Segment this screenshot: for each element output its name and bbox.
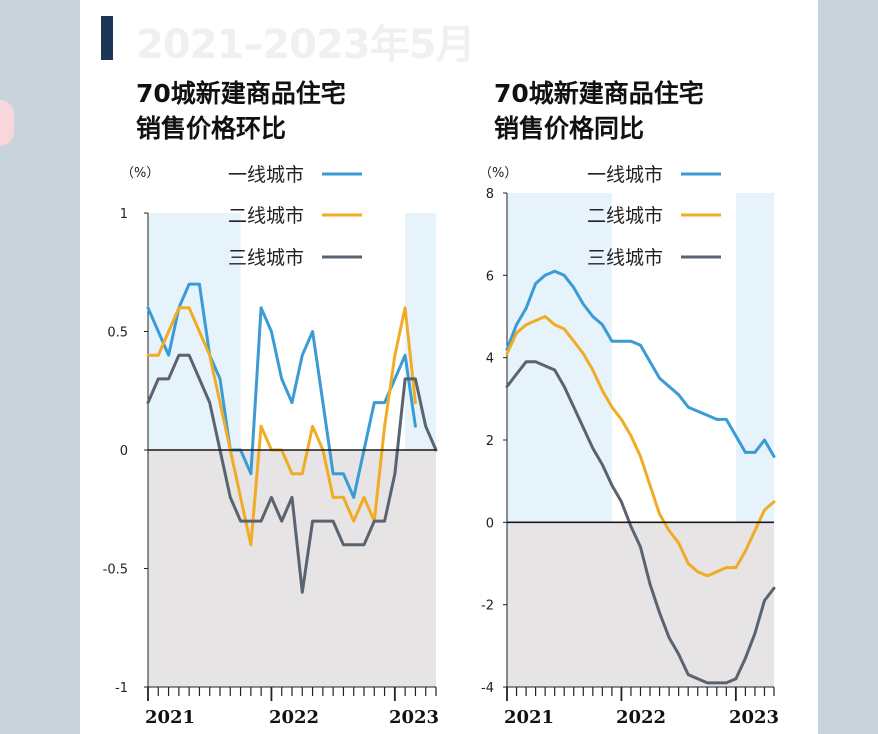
positive-shade-2 (405, 213, 436, 450)
y-tick-label: 4 (486, 352, 494, 367)
y-tick-label: 2 (486, 434, 494, 449)
x-tick-label: 2021 (504, 707, 554, 728)
legend-label: 二线城市 (587, 205, 663, 227)
left-chart-title-line-1: 70城新建商品住宅 (136, 79, 346, 108)
x-tick-label: 2022 (616, 707, 666, 728)
y-tick-label: -2 (481, 599, 494, 614)
y-tick-label: 6 (486, 269, 494, 284)
series-line-1 (505, 269, 776, 458)
header-date-range: 2021–2023年5月 (136, 22, 475, 68)
series-line-3 (505, 360, 776, 685)
x-tick-label: 2023 (389, 707, 439, 728)
series-line-2 (505, 315, 776, 578)
legend-label: 一线城市 (587, 164, 663, 186)
y-tick-label: 0 (120, 444, 128, 459)
legend-label: 一线城市 (228, 164, 304, 186)
right-chart-title: 70城新建商品住宅 销售价格同比 (494, 76, 704, 146)
left-chart-title: 70城新建商品住宅 销售价格环比 (136, 76, 346, 146)
y-tick-label: 0 (486, 516, 494, 531)
y-unit-label: （%） (121, 166, 159, 181)
y-tick-label: -0.5 (103, 563, 128, 578)
legend-label: 三线城市 (587, 247, 663, 269)
positive-shade-1 (148, 213, 241, 450)
series-line-3 (146, 353, 438, 594)
left-chart-title-line-2: 销售价格环比 (136, 114, 287, 143)
y-tick-label: 1 (120, 207, 128, 222)
negative-area (148, 450, 436, 687)
x-tick-label: 2021 (145, 707, 195, 728)
right-chart-title-line-1: 70城新建商品住宅 (494, 79, 704, 108)
y-tick-label: 0.5 (107, 326, 128, 341)
y-tick-label: -4 (481, 681, 494, 696)
series-line-1 (146, 282, 417, 499)
y-tick-label: 8 (486, 187, 494, 202)
positive-shade-2 (735, 193, 774, 523)
legend-label: 三线城市 (228, 247, 304, 269)
x-tick-label: 2023 (729, 707, 779, 728)
legend-label: 二线城市 (228, 205, 304, 227)
positive-shade-1 (507, 193, 612, 523)
x-tick-label: 2022 (269, 707, 319, 728)
header-accent-bar (101, 16, 113, 60)
right-chart-title-line-2: 销售价格同比 (494, 114, 645, 143)
y-unit-label: （%） (479, 166, 517, 181)
y-tick-label: -1 (115, 681, 128, 696)
side-decoration (0, 100, 14, 146)
